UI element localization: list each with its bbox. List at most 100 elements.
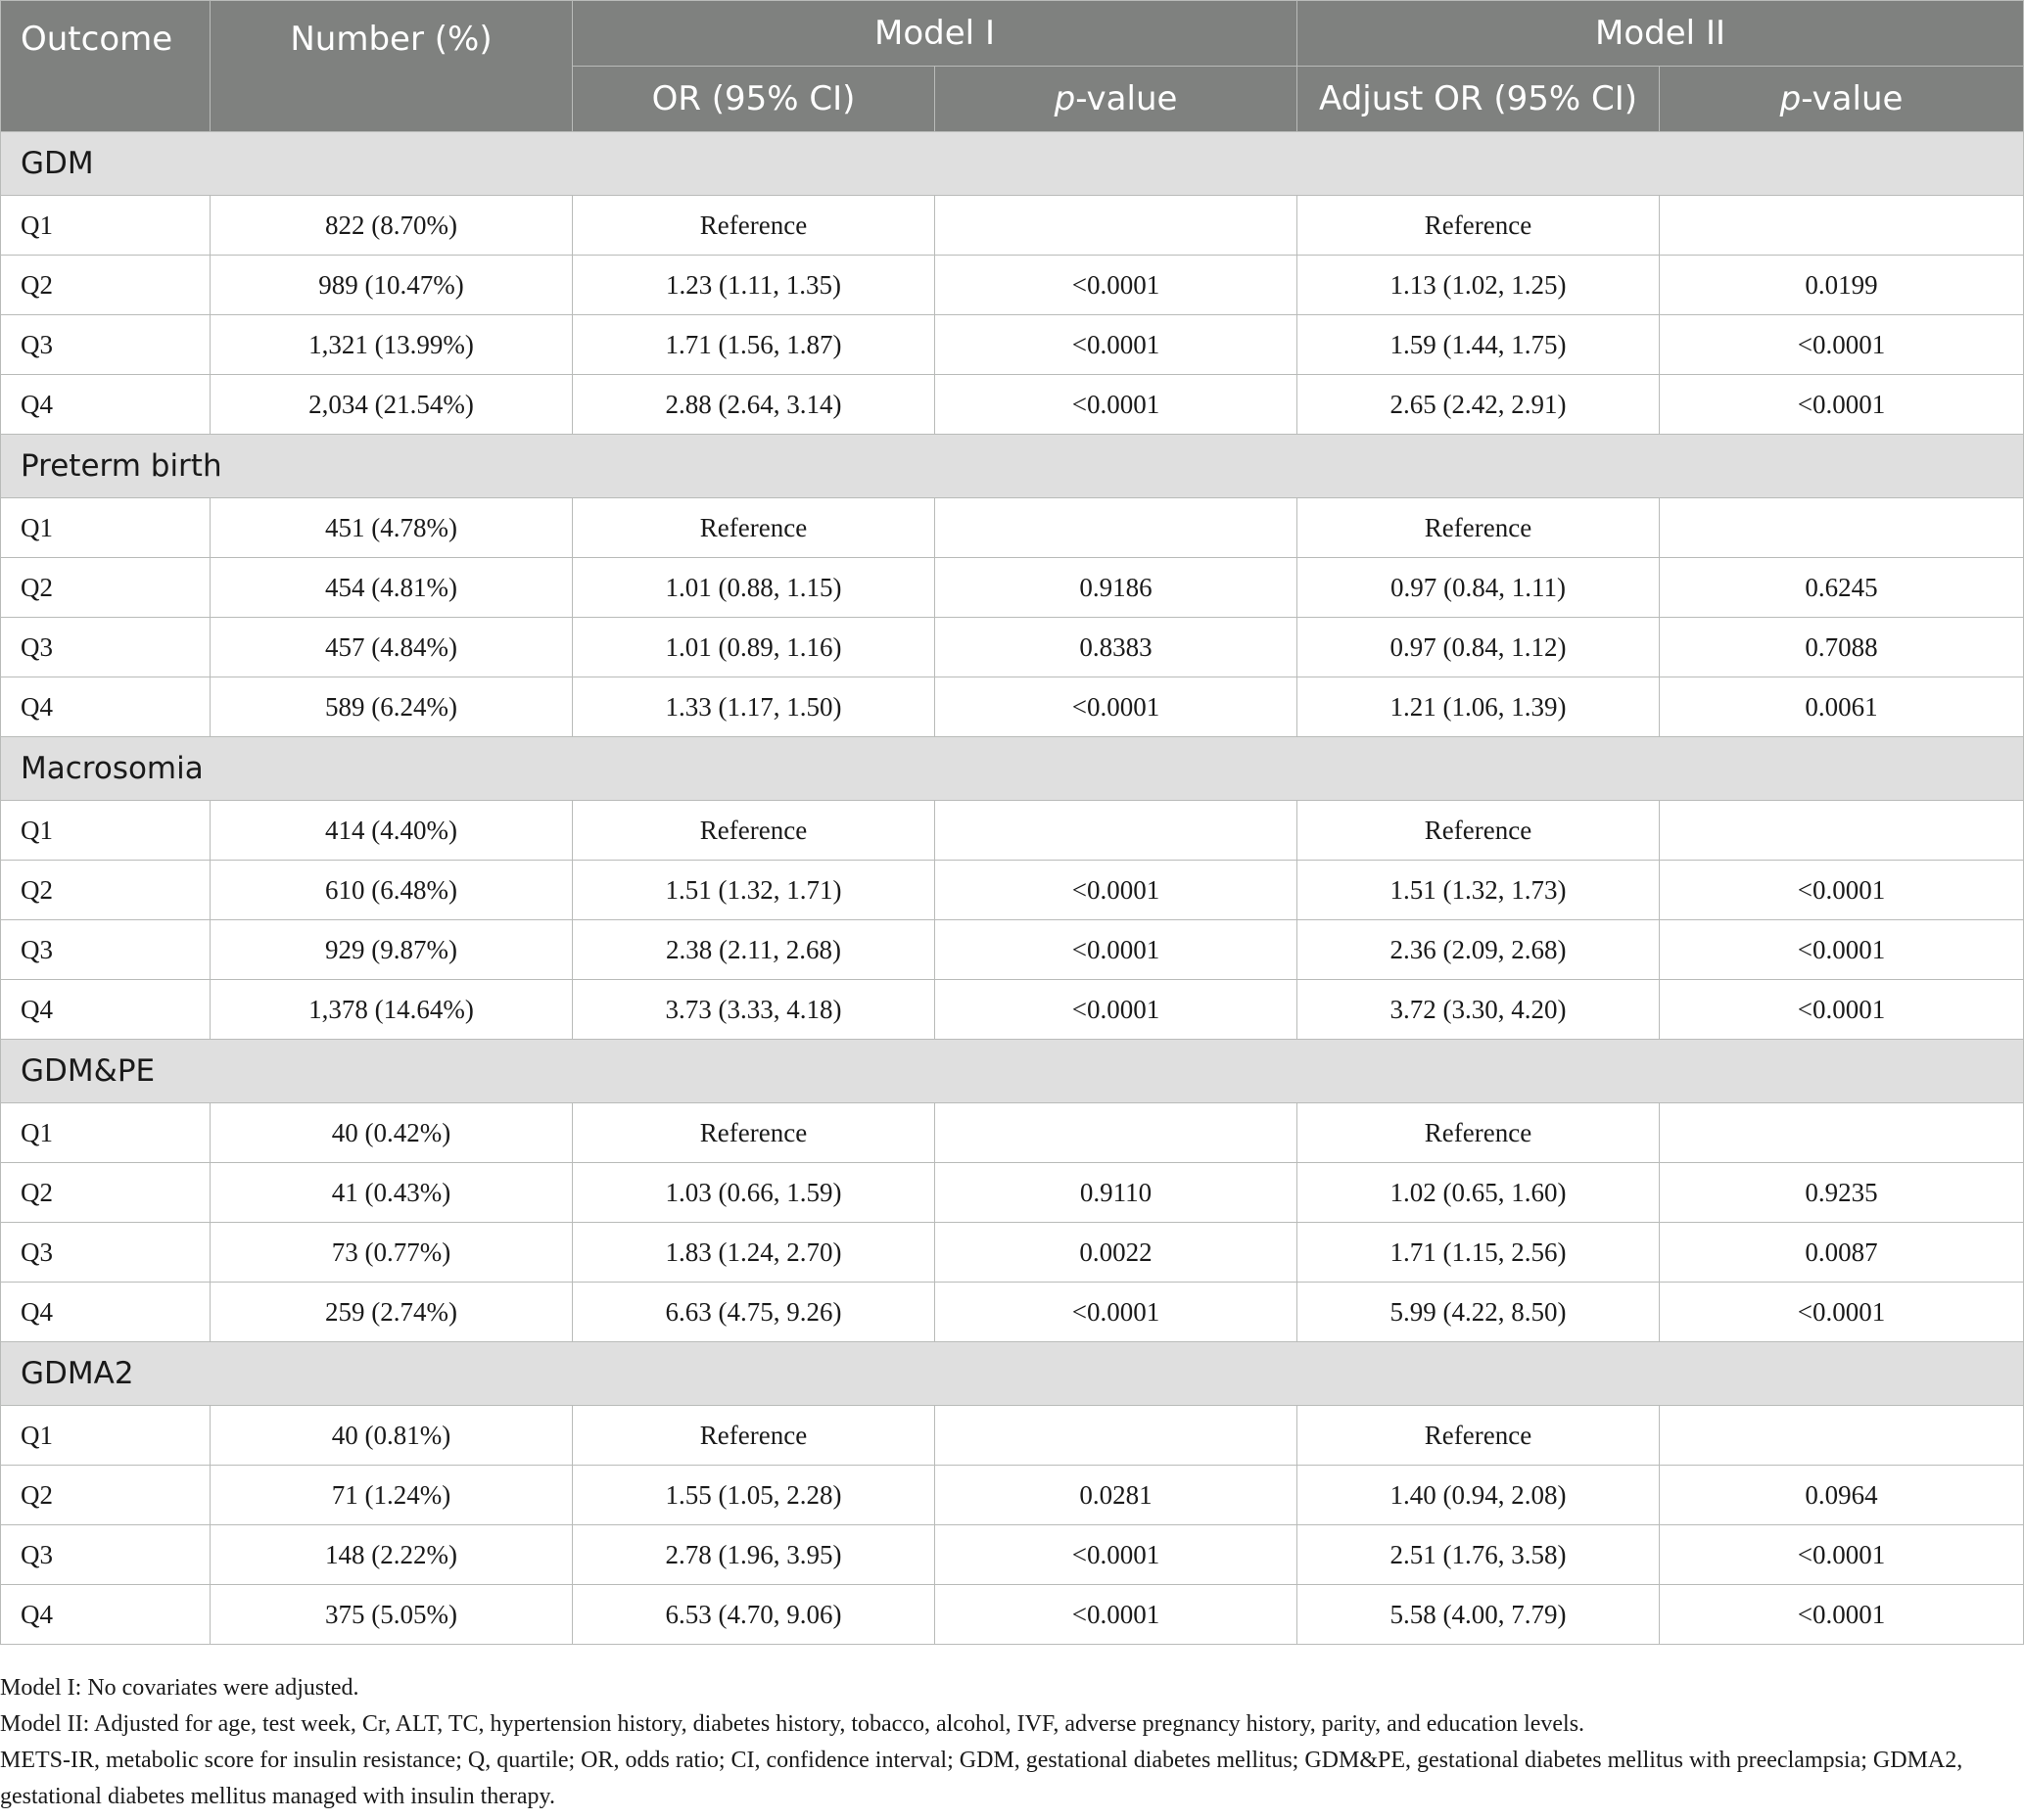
or-ci-cell: 1.01 (0.89, 1.16) bbox=[572, 617, 935, 677]
table-row: Q1 40 (0.81%) Reference Reference bbox=[0, 1405, 2024, 1466]
quartile-cell: Q1 bbox=[0, 195, 211, 256]
number-cell: 610 (6.48%) bbox=[210, 860, 573, 920]
quartile-cell: Q3 bbox=[0, 1524, 211, 1585]
or-ci-cell: 3.73 (3.33, 4.18) bbox=[572, 979, 935, 1040]
table-row: Q1 822 (8.70%) Reference Reference bbox=[0, 195, 2024, 256]
adjusted-p-value-cell: <0.0001 bbox=[1659, 314, 2024, 375]
number-cell: 40 (0.81%) bbox=[210, 1405, 573, 1466]
quartile-cell: Q1 bbox=[0, 800, 211, 861]
or-ci-cell: Reference bbox=[572, 195, 935, 256]
quartile-cell: Q2 bbox=[0, 557, 211, 618]
adjusted-p-value-cell: <0.0001 bbox=[1659, 919, 2024, 980]
p-value-cell: <0.0001 bbox=[933, 860, 1298, 920]
adjusted-or-ci-cell: 0.97 (0.84, 1.12) bbox=[1296, 617, 1661, 677]
number-cell: 148 (2.22%) bbox=[210, 1524, 573, 1585]
table-row: Q2 454 (4.81%) 1.01 (0.88, 1.15) 0.9186 0.97… bbox=[0, 557, 2024, 618]
adjusted-or-ci-cell: 1.71 (1.15, 2.56) bbox=[1296, 1222, 1661, 1283]
number-cell: 451 (4.78%) bbox=[210, 497, 573, 558]
adjusted-p-value-cell bbox=[1659, 195, 2024, 256]
header-row-top: Outcome Number (%) Model I Model II bbox=[0, 0, 2024, 132]
quartile-cell: Q4 bbox=[0, 677, 211, 737]
p-value-cell: <0.0001 bbox=[933, 314, 1298, 375]
adjusted-p-value-cell: <0.0001 bbox=[1659, 979, 2024, 1040]
adjusted-p-value-cell bbox=[1659, 800, 2024, 861]
header-p-italic: p bbox=[1054, 79, 1076, 118]
adjusted-or-ci-cell: Reference bbox=[1296, 497, 1661, 558]
table-footnotes: Model I: No covariates were adjusted. Mo… bbox=[0, 1670, 2017, 1815]
number-cell: 73 (0.77%) bbox=[210, 1222, 573, 1283]
number-cell: 1,321 (13.99%) bbox=[210, 314, 573, 375]
table-row: Q2 71 (1.24%) 1.55 (1.05, 2.28) 0.0281 1.40 … bbox=[0, 1465, 2024, 1525]
adjusted-or-ci-cell: Reference bbox=[1296, 800, 1661, 861]
adjusted-p-value-cell: 0.0964 bbox=[1659, 1465, 2024, 1525]
p-value-cell: <0.0001 bbox=[933, 374, 1298, 435]
header-p-italic: p bbox=[1779, 79, 1802, 118]
quartile-cell: Q2 bbox=[0, 255, 211, 315]
p-value-cell: <0.0001 bbox=[933, 255, 1298, 315]
p-value-cell bbox=[933, 1405, 1298, 1466]
number-cell: 457 (4.84%) bbox=[210, 617, 573, 677]
adjusted-p-value-cell: <0.0001 bbox=[1659, 1524, 2024, 1585]
quartile-cell: Q1 bbox=[0, 1102, 211, 1163]
quartile-cell: Q3 bbox=[0, 314, 211, 375]
table-row: Q3 457 (4.84%) 1.01 (0.89, 1.16) 0.8383 0.97… bbox=[0, 617, 2024, 677]
footnote-abbreviations: METS-IR, metabolic score for insulin res… bbox=[0, 1748, 1963, 1809]
quartile-cell: Q2 bbox=[0, 1162, 211, 1223]
adjusted-or-ci-cell: 3.72 (3.30, 4.20) bbox=[1296, 979, 1661, 1040]
number-cell: 40 (0.42%) bbox=[210, 1102, 573, 1163]
header-p-value-1: p-value bbox=[933, 66, 1298, 132]
p-value-cell: 0.8383 bbox=[933, 617, 1298, 677]
adjusted-or-ci-cell: 0.97 (0.84, 1.11) bbox=[1296, 557, 1661, 618]
quartile-cell: Q2 bbox=[0, 860, 211, 920]
adjusted-p-value-cell: 0.0061 bbox=[1659, 677, 2024, 737]
or-ci-cell: 1.01 (0.88, 1.15) bbox=[572, 557, 935, 618]
adjusted-p-value-cell: 0.7088 bbox=[1659, 617, 2024, 677]
table-row: Q4 2,034 (21.54%) 2.88 (2.64, 3.14) <0.0001… bbox=[0, 374, 2024, 435]
number-cell: 1,378 (14.64%) bbox=[210, 979, 573, 1040]
quartile-cell: Q4 bbox=[0, 979, 211, 1040]
quartile-cell: Q4 bbox=[0, 1282, 211, 1342]
p-value-cell: 0.0281 bbox=[933, 1465, 1298, 1525]
p-value-cell bbox=[933, 800, 1298, 861]
or-ci-cell: Reference bbox=[572, 1102, 935, 1163]
footnote-model-2: Model II: Adjusted for age, test week, C… bbox=[0, 1711, 1585, 1737]
outcome-group-label: GDM bbox=[0, 131, 2024, 196]
table-row: Q4 589 (6.24%) 1.33 (1.17, 1.50) <0.0001 1.2… bbox=[0, 677, 2024, 737]
table-row: Q2 41 (0.43%) 1.03 (0.66, 1.59) 0.9110 1.02 … bbox=[0, 1162, 2024, 1223]
p-value-cell: <0.0001 bbox=[933, 919, 1298, 980]
adjusted-p-value-cell bbox=[1659, 1102, 2024, 1163]
adjusted-p-value-cell: <0.0001 bbox=[1659, 1282, 2024, 1342]
adjusted-or-ci-cell: Reference bbox=[1296, 1405, 1661, 1466]
adjusted-p-value-cell: <0.0001 bbox=[1659, 860, 2024, 920]
adjusted-or-ci-cell: 5.58 (4.00, 7.79) bbox=[1296, 1584, 1661, 1645]
quartile-cell: Q2 bbox=[0, 1465, 211, 1525]
number-cell: 259 (2.74%) bbox=[210, 1282, 573, 1342]
footnote-model-1: Model I: No covariates were adjusted. bbox=[0, 1675, 359, 1701]
p-value-cell bbox=[933, 497, 1298, 558]
table-body: GDM Q1 822 (8.70%) Reference Reference Q2 989 … bbox=[0, 131, 2024, 1645]
adjusted-p-value-cell: 0.6245 bbox=[1659, 557, 2024, 618]
adjusted-or-ci-cell: 1.51 (1.32, 1.73) bbox=[1296, 860, 1661, 920]
p-value-cell: 0.9110 bbox=[933, 1162, 1298, 1223]
number-cell: 414 (4.40%) bbox=[210, 800, 573, 861]
quartile-cell: Q4 bbox=[0, 1584, 211, 1645]
table-row: Q3 148 (2.22%) 2.78 (1.96, 3.95) <0.0001 2.5… bbox=[0, 1524, 2024, 1585]
adjusted-p-value-cell: 0.0199 bbox=[1659, 255, 2024, 315]
number-cell: 822 (8.70%) bbox=[210, 195, 573, 256]
adjusted-or-ci-cell: 2.36 (2.09, 2.68) bbox=[1296, 919, 1661, 980]
or-ci-cell: 6.63 (4.75, 9.26) bbox=[572, 1282, 935, 1342]
table-row: Q3 1,321 (13.99%) 1.71 (1.56, 1.87) <0.0001… bbox=[0, 314, 2024, 375]
header-number: Number (%) bbox=[210, 0, 573, 132]
header-row-sub: OR (95% CI) p-value Adjust OR (95% CI) p… bbox=[1, 66, 2024, 132]
or-ci-cell: 1.55 (1.05, 2.28) bbox=[572, 1465, 935, 1525]
adjusted-p-value-cell bbox=[1659, 1405, 2024, 1466]
number-cell: 2,034 (21.54%) bbox=[210, 374, 573, 435]
or-ci-cell: 2.88 (2.64, 3.14) bbox=[572, 374, 935, 435]
outcome-group-row: Macrosomia bbox=[0, 736, 2024, 801]
header-p-suffix: -value bbox=[1801, 79, 1904, 118]
p-value-cell: <0.0001 bbox=[933, 1524, 1298, 1585]
quartile-cell: Q1 bbox=[0, 1405, 211, 1466]
outcome-group-label: GDM&PE bbox=[0, 1039, 2024, 1103]
or-ci-cell: 1.51 (1.32, 1.71) bbox=[572, 860, 935, 920]
table-row: Q1 451 (4.78%) Reference Reference bbox=[0, 497, 2024, 558]
